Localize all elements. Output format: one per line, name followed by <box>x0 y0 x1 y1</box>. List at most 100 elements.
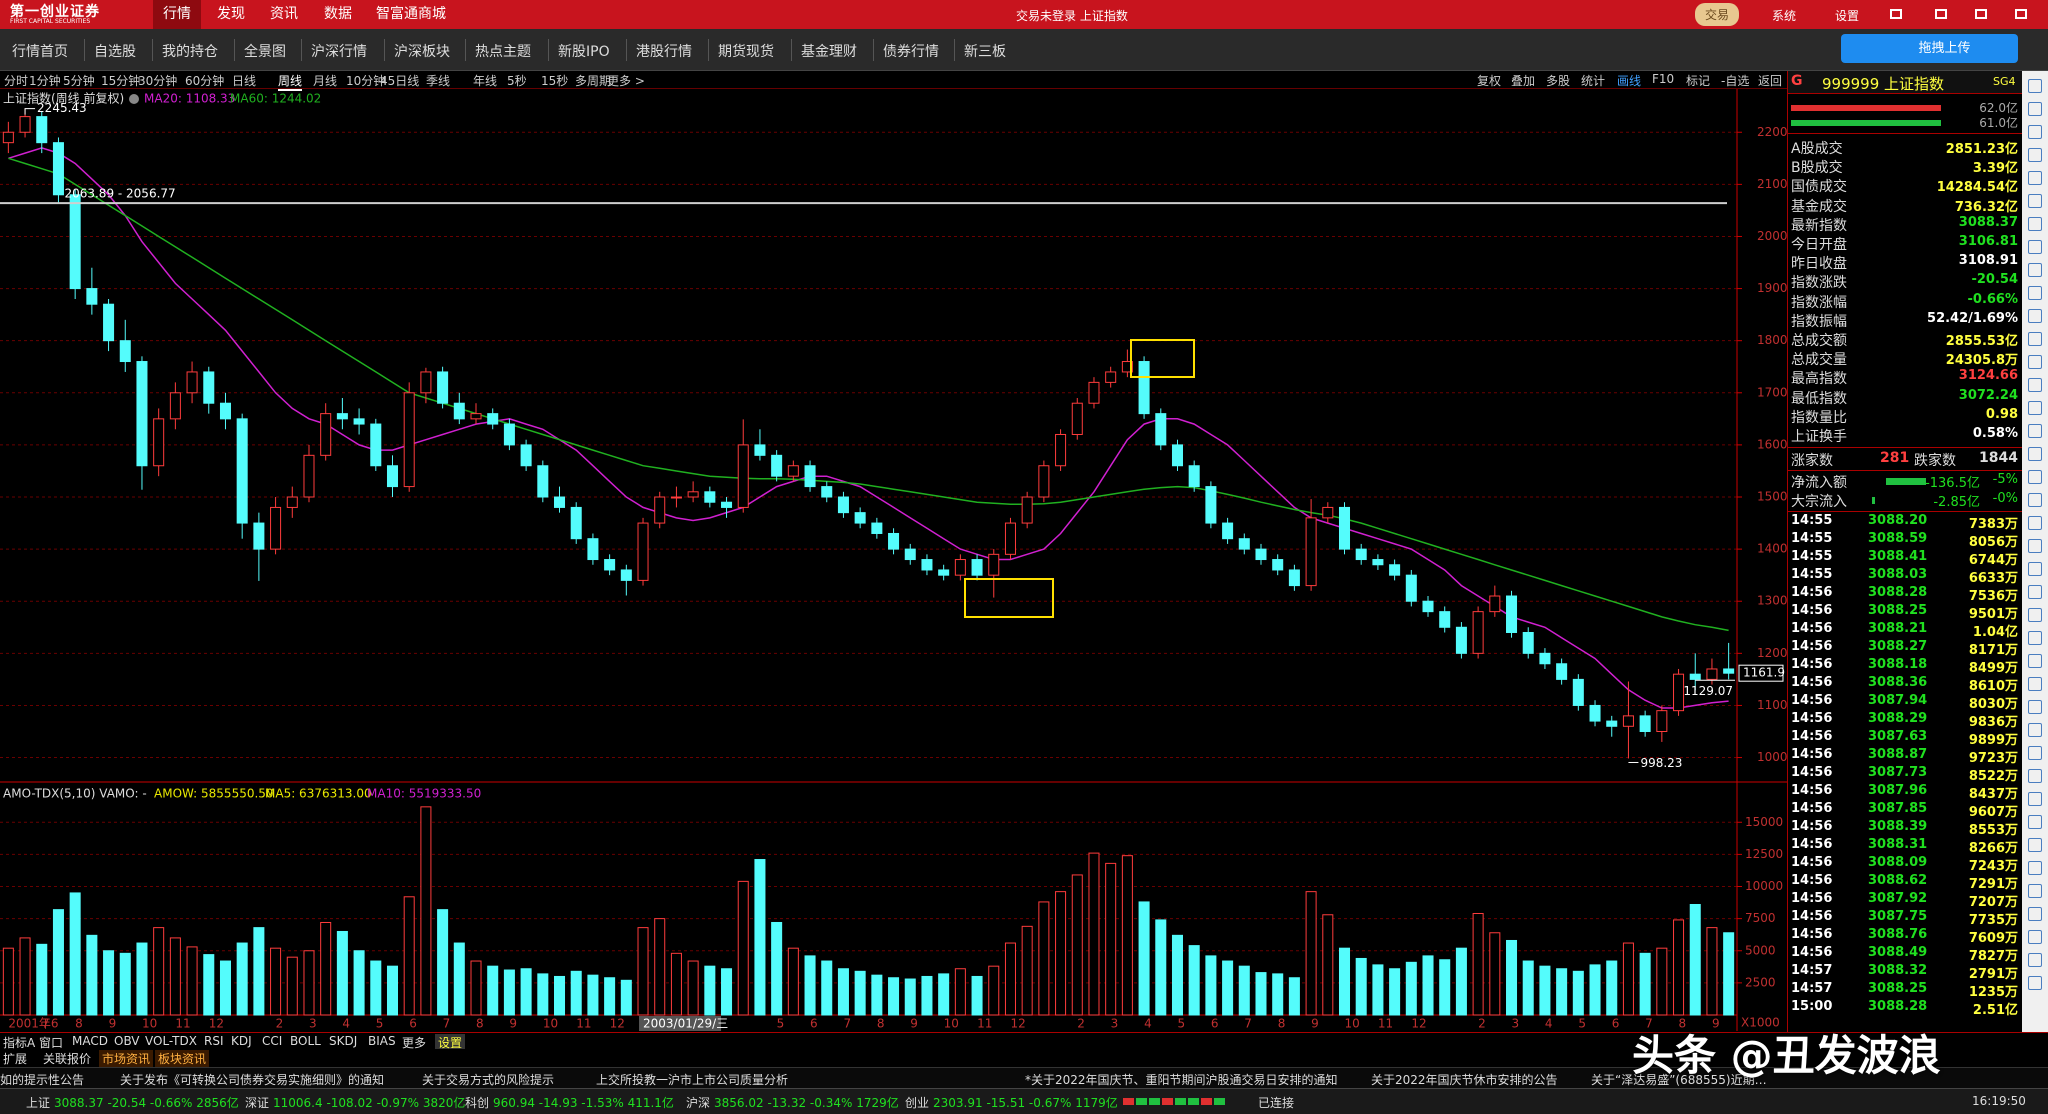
tool-icon[interactable] <box>2028 861 2042 875</box>
tool-icon[interactable] <box>2028 263 2042 277</box>
indicator-tab[interactable]: 设置 <box>435 1034 466 1051</box>
nav-item[interactable]: 自选股 <box>94 44 136 60</box>
tool-icon[interactable] <box>2028 217 2042 231</box>
indicator-tab[interactable]: CCI <box>262 1034 283 1048</box>
nav-item[interactable]: 新股IPO <box>558 44 610 60</box>
news-item[interactable]: 关于发布《可转换公司债券交易实施细则》的通知 <box>120 1073 385 1087</box>
nav-item[interactable]: 港股行情 <box>636 44 692 60</box>
top-button[interactable]: 设置 <box>1835 9 1860 23</box>
tool-icon[interactable] <box>2028 378 2042 392</box>
indicator-tab[interactable]: 更多 <box>402 1036 427 1050</box>
menu-item[interactable]: 数据 <box>324 6 352 22</box>
nav-item[interactable]: 沪深行情 <box>311 44 367 60</box>
indicator-tab[interactable]: 指标A <box>3 1036 36 1050</box>
nav-item[interactable]: 我的持仓 <box>162 44 218 60</box>
tool-icon[interactable] <box>2028 194 2042 208</box>
tool-icon[interactable] <box>2028 309 2042 323</box>
tool-icon[interactable] <box>2028 700 2042 714</box>
tool-icon[interactable] <box>2028 447 2042 461</box>
tool-button[interactable]: 统计 <box>1581 74 1606 88</box>
window-control[interactable] <box>1935 9 1947 19</box>
tool-icon[interactable] <box>2028 562 2042 576</box>
period-tab[interactable]: 45日线 <box>380 74 420 88</box>
tool-button[interactable]: 叠加 <box>1511 74 1536 88</box>
tool-icon[interactable] <box>2028 493 2042 507</box>
period-tab[interactable]: 日线 <box>232 74 257 88</box>
period-tab[interactable]: 15分钟 <box>101 74 141 88</box>
period-tab[interactable]: 10分钟 <box>346 74 386 88</box>
expand-tab[interactable]: 市场资讯 <box>99 1050 154 1067</box>
tool-icon[interactable] <box>2028 125 2042 139</box>
nav-item[interactable]: 沪深板块 <box>394 44 450 60</box>
tool-button[interactable]: 复权 <box>1477 74 1502 88</box>
tool-icon[interactable] <box>2028 654 2042 668</box>
news-item[interactable]: 关于“泽达易盛”(688555)近期… <box>1591 1073 1767 1087</box>
tool-icon[interactable] <box>2028 608 2042 622</box>
tool-icon[interactable] <box>2028 79 2042 93</box>
tool-button[interactable]: 返回 <box>1758 74 1783 88</box>
tool-icon[interactable] <box>2028 723 2042 737</box>
tool-button[interactable]: -自选 <box>1721 74 1750 88</box>
tool-icon[interactable] <box>2028 815 2042 829</box>
nav-item[interactable]: 债券行情 <box>883 44 939 60</box>
expand-tab[interactable]: 板块资讯 <box>155 1050 210 1067</box>
indicator-tab[interactable]: BIAS <box>368 1034 396 1048</box>
news-item[interactable]: 如的提示性公告 <box>0 1073 85 1087</box>
tool-icon[interactable] <box>2028 171 2042 185</box>
tool-icon[interactable] <box>2028 769 2042 783</box>
window-control[interactable] <box>2015 9 2027 19</box>
indicator-tab[interactable]: KDJ <box>231 1034 252 1048</box>
settings-dot[interactable] <box>129 94 139 104</box>
tool-icon[interactable] <box>2028 953 2042 967</box>
news-item[interactable]: *关于2022年国庆节、重阳节期间沪股通交易日安排的通知 <box>1025 1073 1338 1087</box>
period-tab[interactable]: 15秒 <box>541 74 569 88</box>
indicator-tab[interactable]: MACD <box>72 1034 108 1048</box>
tool-icon[interactable] <box>2028 792 2042 806</box>
tool-icon[interactable] <box>2028 585 2042 599</box>
tool-icon[interactable] <box>2028 286 2042 300</box>
nav-item[interactable]: 期货现货 <box>718 44 774 60</box>
tool-button[interactable]: 标记 <box>1686 74 1711 88</box>
nav-item[interactable]: 基金理财 <box>801 44 857 60</box>
tool-button[interactable]: 画线 <box>1617 74 1642 88</box>
nav-item[interactable]: 行情首页 <box>12 44 68 60</box>
news-item[interactable]: 关于2022年国庆节休市安排的公告 <box>1371 1073 1558 1087</box>
window-control[interactable] <box>1890 9 1902 19</box>
tool-button[interactable]: F10 <box>1652 72 1675 86</box>
indicator-tab[interactable]: 窗口 <box>39 1036 64 1050</box>
menu-item[interactable]: 资讯 <box>270 6 298 22</box>
news-item[interactable]: 关于交易方式的风险提示 <box>422 1073 555 1087</box>
tool-icon[interactable] <box>2028 746 2042 760</box>
period-tab[interactable]: 月线 <box>313 74 338 88</box>
upload-button[interactable]: 拖拽上传 <box>1841 34 2018 63</box>
tool-icon[interactable] <box>2028 332 2042 346</box>
period-tab[interactable]: 更多 > <box>607 74 645 88</box>
indicator-tab[interactable]: SKDJ <box>329 1034 358 1048</box>
nav-item[interactable]: 热点主题 <box>475 44 531 60</box>
period-tab[interactable]: 周线 <box>278 72 303 91</box>
tool-icon[interactable] <box>2028 907 2042 921</box>
period-tab[interactable]: 5分钟 <box>63 74 95 88</box>
tool-icon[interactable] <box>2028 838 2042 852</box>
window-control[interactable] <box>1975 9 1987 19</box>
period-tab[interactable]: 年线 <box>473 74 498 88</box>
nav-item[interactable]: 全景图 <box>244 44 286 60</box>
tool-icon[interactable] <box>2028 401 2042 415</box>
tool-button[interactable]: 多股 <box>1546 74 1571 88</box>
news-item[interactable]: 上交所投教一沪市上市公司质量分析 <box>596 1073 789 1087</box>
expand-tab[interactable]: 关联报价 <box>43 1052 92 1066</box>
nav-item[interactable]: 新三板 <box>964 44 1006 60</box>
indicator-tab[interactable]: BOLL <box>290 1034 321 1048</box>
indicator-tab[interactable]: VOL-TDX <box>145 1034 197 1048</box>
expand-tab[interactable]: 扩展 <box>3 1052 28 1066</box>
menu-item[interactable]: 发现 <box>217 6 245 22</box>
top-button[interactable]: 交易 <box>1695 3 1740 26</box>
tool-icon[interactable] <box>2028 884 2042 898</box>
indicator-tab[interactable]: OBV <box>114 1034 140 1048</box>
tool-icon[interactable] <box>2028 677 2042 691</box>
tool-icon[interactable] <box>2028 631 2042 645</box>
tool-icon[interactable] <box>2028 240 2042 254</box>
period-tab[interactable]: 分时 <box>4 74 29 88</box>
period-tab[interactable]: 60分钟 <box>185 74 225 88</box>
tool-icon[interactable] <box>2028 355 2042 369</box>
